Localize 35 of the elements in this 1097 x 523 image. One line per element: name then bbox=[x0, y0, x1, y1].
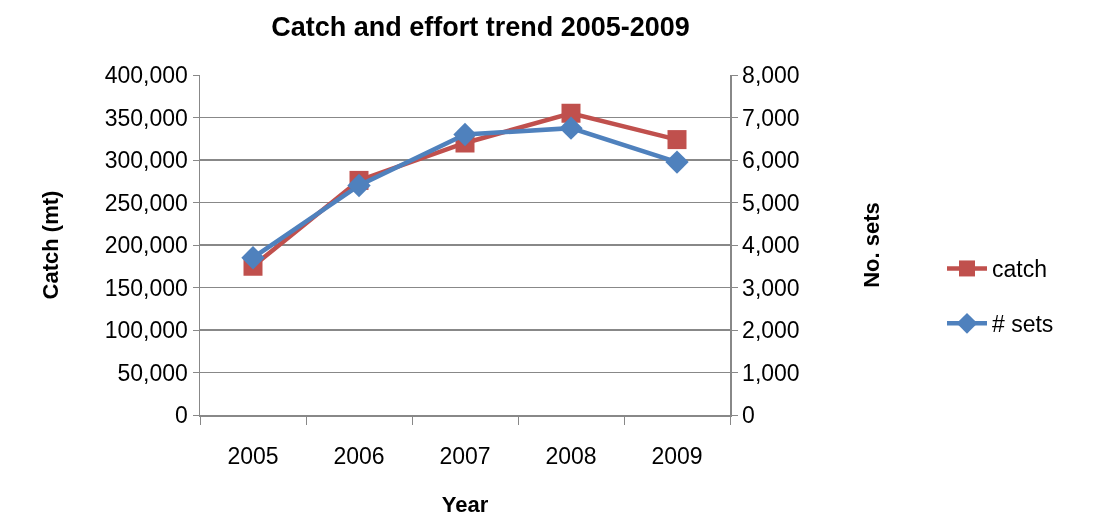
point bbox=[453, 122, 477, 147]
x-tick-label: 2008 bbox=[545, 443, 597, 470]
y-tick-label: 250,000 bbox=[104, 189, 188, 216]
y2-tick-label: 1,000 bbox=[742, 359, 800, 386]
y2-tick-label: 6,000 bbox=[742, 147, 800, 174]
y2-tick-label: 3,000 bbox=[742, 274, 800, 301]
y-tick-label: 300,000 bbox=[104, 147, 188, 174]
y2-axis-title: No. sets bbox=[859, 202, 885, 288]
point bbox=[667, 130, 687, 150]
y-tick-label: 400,000 bbox=[104, 62, 188, 89]
y-tick-label: 350,000 bbox=[104, 104, 188, 131]
y2-tick-label: 5,000 bbox=[742, 189, 800, 216]
x-tick-label: 2009 bbox=[651, 443, 703, 470]
y-axis-title: Catch (mt) bbox=[37, 190, 63, 300]
y2-tick-label: 8,000 bbox=[742, 62, 800, 89]
x-tick-label: 2005 bbox=[227, 443, 279, 470]
x-tick-label: 2007 bbox=[439, 443, 491, 470]
point bbox=[559, 116, 583, 140]
y2-tick-label: 4,000 bbox=[742, 232, 800, 259]
y2-tick-label: 0 bbox=[742, 402, 755, 429]
chart-title: Catch and effort trend 2005-2009 bbox=[271, 11, 690, 42]
y2-tick-label: 7,000 bbox=[742, 104, 800, 131]
y-tick-label: 150,000 bbox=[104, 274, 188, 301]
y-tick-label: 50,000 bbox=[117, 359, 188, 386]
point bbox=[665, 150, 689, 174]
y2-tick-label: 2,000 bbox=[742, 317, 800, 344]
point bbox=[241, 246, 265, 270]
legend-label: catch bbox=[992, 256, 1047, 283]
y-tick-label: 200,000 bbox=[104, 232, 188, 259]
x-axis-title: Year bbox=[441, 491, 489, 517]
y-tick-label: 100,000 bbox=[104, 317, 188, 344]
y-tick-label: 0 bbox=[175, 402, 188, 429]
legend-label: # sets bbox=[992, 311, 1054, 338]
x-tick-label: 2006 bbox=[333, 443, 385, 470]
point bbox=[347, 173, 371, 198]
